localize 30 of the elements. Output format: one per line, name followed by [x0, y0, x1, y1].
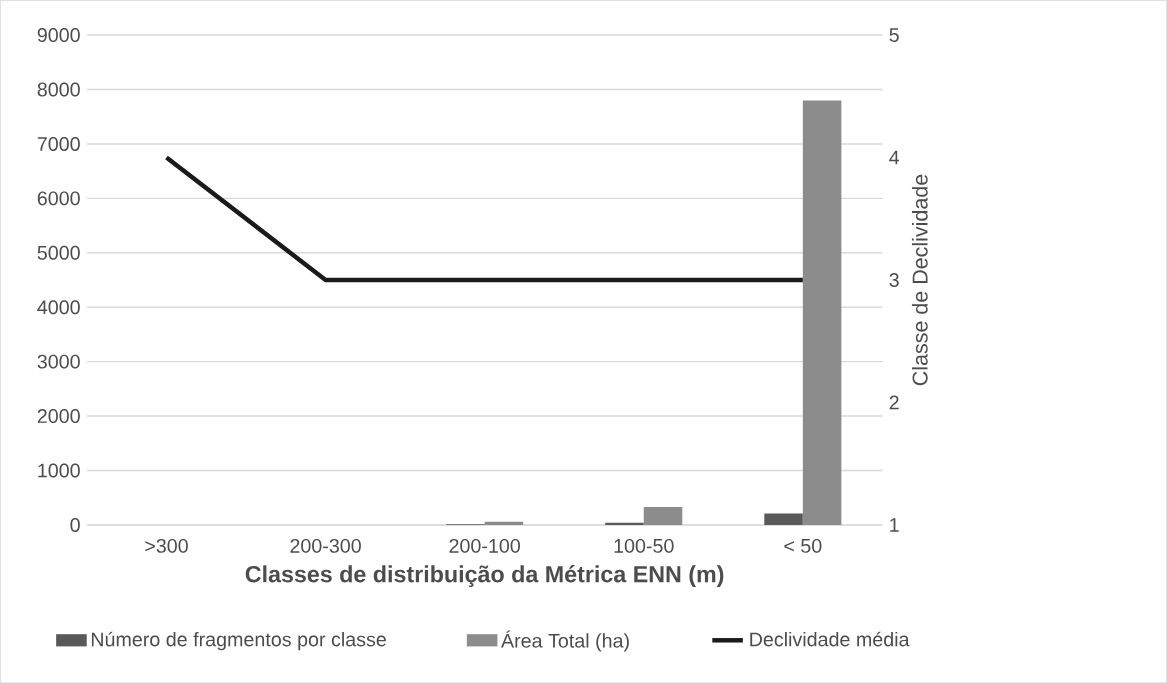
y-tick-label: 3000: [37, 354, 80, 369]
y-tick-label: 2000: [37, 409, 80, 423]
y2-tick-label: 5: [889, 28, 899, 42]
legend-label: Área Total (ha): [501, 630, 629, 652]
x-tick-label: 100-50: [614, 538, 674, 553]
y-tick-label: 7000: [37, 136, 80, 151]
y2-axis-title: Classe de Declividade: [911, 174, 928, 386]
legend-label: Número de fragmentos por classe: [91, 631, 386, 651]
y-tick-label: 9000: [37, 28, 80, 42]
y2-tick-label: 3: [889, 272, 899, 287]
bar: [802, 100, 842, 525]
y-tick-label: 1000: [38, 463, 80, 478]
x-tick-label: 200-300: [290, 538, 361, 553]
bar: [764, 513, 803, 525]
x-tick-label: >300: [145, 538, 188, 553]
x-tick-label: 200-100: [449, 538, 520, 553]
y2-tick-label: 1: [890, 518, 899, 532]
x-tick-label: < 50: [784, 538, 822, 553]
bar: [643, 506, 683, 525]
bar: [605, 522, 644, 525]
bar: [484, 521, 524, 525]
y-tick-label: 8000: [37, 82, 80, 97]
legend-label: Declividade média: [750, 631, 910, 647]
y-tick-label: 5000: [37, 245, 80, 260]
y-tick-label: 6000: [37, 191, 80, 206]
y-tick-label: 4000: [37, 300, 80, 315]
y2-tick-label: 2: [889, 395, 899, 410]
y2-tick-label: 4: [889, 150, 900, 165]
x-axis-title: Classes de distribuição da Métrica ENN (m): [245, 565, 724, 587]
y-tick-label: 0: [70, 517, 80, 532]
